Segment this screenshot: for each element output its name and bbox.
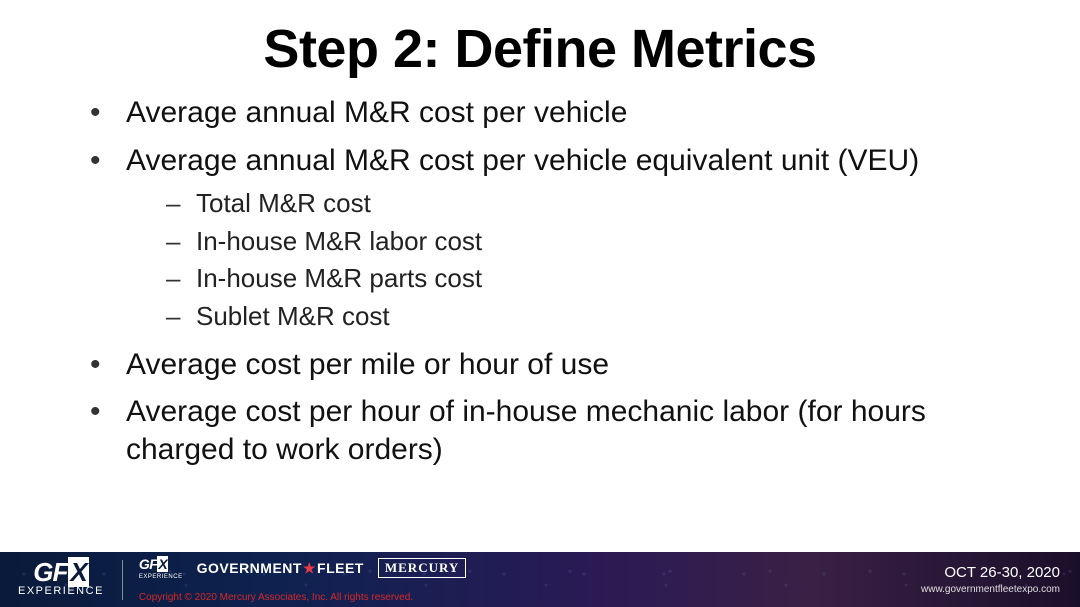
bullet-item: Average annual M&R cost per vehicle equi… [90, 142, 1020, 336]
footer-logos: GFX EXPERIENCE GOVERNMENT★FLEET MERCURY … [123, 552, 466, 607]
gfx-logo-main: GFX EXPERIENCE [0, 552, 122, 607]
footer-logos-row: GFX EXPERIENCE GOVERNMENT★FLEET MERCURY [139, 556, 466, 580]
sub-bullet-item: Total M&R cost [166, 185, 1020, 223]
gfx-gf: GF [33, 557, 67, 587]
govfleet-word2: FLEET [317, 560, 364, 576]
govfleet-word1: GOVERNMENT [197, 560, 302, 576]
gfx-small-gf: GF [139, 556, 157, 572]
bullet-item: Average cost per hour of in-house mechan… [90, 393, 1020, 468]
footer-bar: GFX EXPERIENCE GFX EXPERIENCE GOVERNMENT… [0, 552, 1080, 607]
bullet-list: Average annual M&R cost per vehicle Aver… [90, 94, 1020, 468]
footer-right: OCT 26-30, 2020 www.governmentfleetexpo.… [921, 564, 1080, 595]
gfx-logo-text: GFX [33, 562, 88, 583]
gfx-small-experience: EXPERIENCE [139, 574, 183, 580]
bullet-item: Average cost per mile or hour of use [90, 346, 1020, 384]
sub-bullet-item: Sublet M&R cost [166, 298, 1020, 336]
mercury-logo: MERCURY [378, 558, 466, 578]
copyright-text: Copyright © 2020 Mercury Associates, Inc… [139, 592, 413, 603]
sub-bullet-list: Total M&R cost In-house M&R labor cost I… [166, 185, 1020, 336]
star-icon: ★ [302, 560, 317, 576]
government-fleet-logo: GOVERNMENT★FLEET [197, 560, 364, 577]
gfx-x: X [68, 557, 88, 587]
slide-title: Step 2: Define Metrics [0, 0, 1080, 80]
slide: Step 2: Define Metrics Average annual M&… [0, 0, 1080, 607]
gfx-logo-small: GFX EXPERIENCE [139, 556, 183, 580]
sub-bullet-item: In-house M&R parts cost [166, 260, 1020, 298]
event-date: OCT 26-30, 2020 [921, 564, 1060, 581]
gfx-small-x: X [157, 556, 168, 572]
bullet-item: Average annual M&R cost per vehicle [90, 94, 1020, 132]
sub-bullet-item: In-house M&R labor cost [166, 223, 1020, 261]
gfx-experience-label: EXPERIENCE [18, 585, 104, 597]
slide-content: Average annual M&R cost per vehicle Aver… [0, 80, 1080, 468]
event-url: www.governmentfleetexpo.com [921, 584, 1060, 595]
bullet-text: Average annual M&R cost per vehicle equi… [126, 144, 919, 177]
